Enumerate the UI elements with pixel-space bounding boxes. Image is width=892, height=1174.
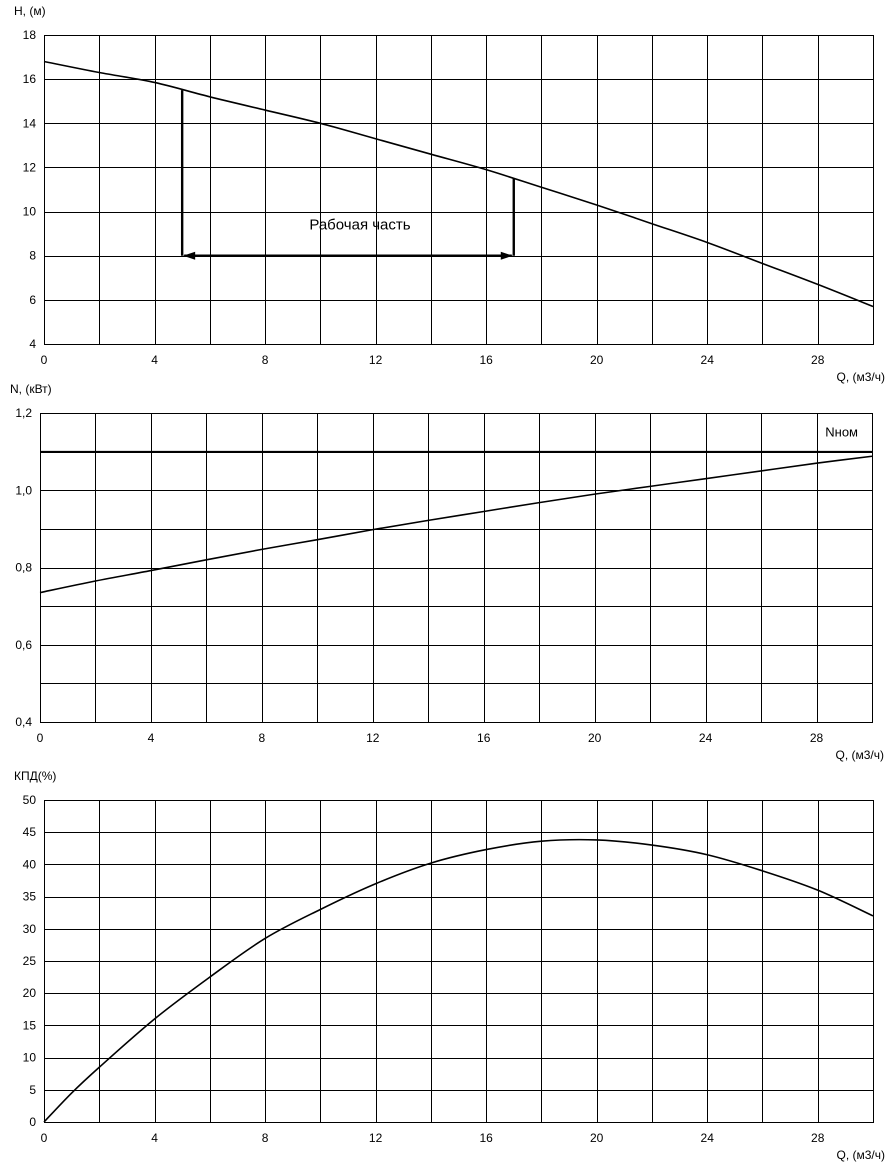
x-tick-label: 0 (37, 731, 44, 745)
x-tick-label: 24 (701, 353, 715, 367)
y-tick-label: 5 (29, 1083, 36, 1097)
y-tick-label: 10 (23, 205, 37, 219)
y-tick-label: 25 (23, 954, 37, 968)
x-tick-label: 0 (41, 1131, 48, 1145)
x-tick-label: 4 (148, 731, 155, 745)
x-tick-label: 24 (699, 731, 713, 745)
plot-frame (44, 800, 874, 1123)
y-tick-label: 6 (29, 293, 36, 307)
y-tick-label: 1,2 (15, 406, 32, 420)
x-tick-label: 24 (701, 1131, 715, 1145)
y-axis-label: N, (кВт) (10, 382, 52, 396)
y-tick-label: 8 (29, 249, 36, 263)
arrow-head-left (183, 251, 196, 260)
y-tick-label: 10 (23, 1051, 37, 1065)
y-tick-label: 45 (23, 825, 37, 839)
y-tick-label: 40 (23, 857, 37, 871)
x-tick-label: 16 (479, 353, 493, 367)
y-tick-label: 15 (23, 1018, 37, 1032)
x-tick-label: 20 (588, 731, 602, 745)
series-line-efficiency (43, 838, 874, 1123)
x-tick-label: 4 (151, 1131, 158, 1145)
y-tick-label: 30 (23, 922, 37, 936)
y-tick-label: 0 (29, 1115, 36, 1129)
series-line-head (43, 60, 874, 308)
plot-frame (44, 35, 874, 345)
y-tick-label: 0,4 (15, 715, 32, 729)
x-tick-label: 12 (369, 1131, 383, 1145)
y-tick-label: 14 (23, 116, 37, 130)
y-tick-label: 18 (23, 28, 37, 42)
y-tick-label: 50 (23, 793, 37, 807)
y-tick-label: 4 (29, 337, 36, 351)
arrow-head-right (500, 251, 513, 260)
x-tick-label: 12 (369, 353, 383, 367)
x-tick-label: 0 (41, 353, 48, 367)
y-tick-label: 12 (23, 160, 37, 174)
series-line-power (39, 455, 873, 594)
y-tick-label: 20 (23, 986, 37, 1000)
x-tick-label: 12 (366, 731, 380, 745)
y-tick-label: 16 (23, 72, 37, 86)
working-range-label: Рабочая часть (309, 217, 410, 234)
x-axis-label: Q, (м3/ч) (836, 1148, 885, 1162)
x-tick-label: 4 (151, 353, 158, 367)
x-tick-label: 8 (259, 731, 266, 745)
y-tick-label: 0,8 (15, 561, 32, 575)
x-tick-label: 8 (262, 1131, 269, 1145)
y-axis-label: H, (м) (14, 4, 46, 18)
x-axis-label: Q, (м3/ч) (835, 748, 884, 762)
x-tick-label: 28 (810, 731, 824, 745)
reference-line-label: Nном (825, 425, 858, 440)
x-tick-label: 20 (590, 1131, 604, 1145)
plot-frame (40, 413, 873, 723)
chart-efficiency: 0 5 10 15 20 25 30 35 40 45 50 0 4 8 12 16 20 24 28 КПД(%) Q… (14, 769, 885, 1162)
x-tick-label: 28 (811, 353, 825, 367)
y-tick-label: 0,6 (15, 638, 32, 652)
chart-power: 0,4 0,6 0,8 1,0 1,2 0 4 8 12 16 20 24 28 N, (кВт) Q, (… (10, 382, 884, 762)
x-tick-label: 20 (590, 353, 604, 367)
y-tick-label: 35 (23, 890, 37, 904)
y-axis-label: КПД(%) (14, 769, 56, 783)
x-tick-label: 16 (477, 731, 491, 745)
y-tick-label: 1,0 (15, 483, 32, 497)
x-tick-label: 16 (479, 1131, 493, 1145)
x-tick-label: 28 (811, 1131, 825, 1145)
x-axis-label: Q, (м3/ч) (836, 370, 885, 384)
x-tick-label: 8 (262, 353, 269, 367)
